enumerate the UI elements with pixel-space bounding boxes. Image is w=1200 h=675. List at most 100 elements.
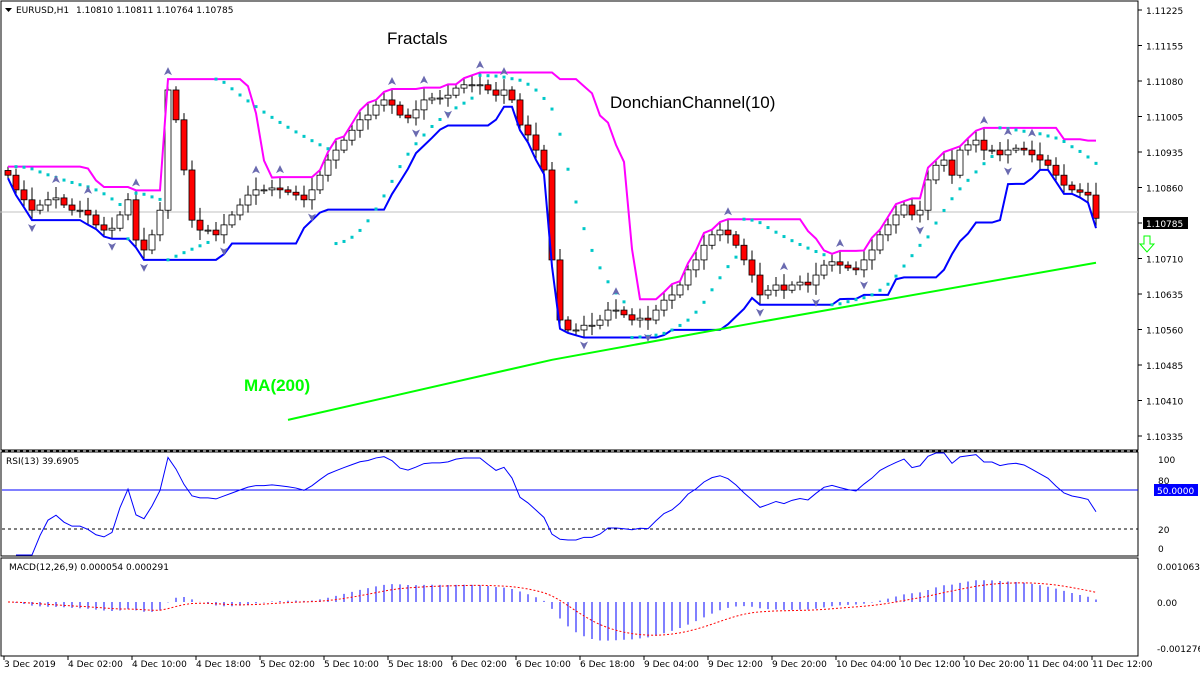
sar-dot: [910, 254, 914, 258]
candle: [484, 79, 492, 95]
rsi-label: RSI(13) 39.6905: [6, 457, 79, 467]
sar-dot: [942, 208, 946, 212]
y-tick-label: 1.11155: [1146, 43, 1183, 53]
candle: [1012, 144, 1020, 154]
candle: [764, 285, 772, 300]
sar-dot: [206, 240, 210, 244]
x-tick-label: 10 Dec 20:00: [964, 660, 1025, 670]
candle: [556, 249, 564, 329]
candle: [348, 123, 356, 146]
donchian-upper-line: [8, 71, 1096, 301]
sar-dot: [542, 96, 546, 100]
candle: [204, 224, 212, 235]
candle: [1052, 157, 1060, 182]
candle: [68, 198, 76, 216]
rsi-line: [16, 452, 1097, 556]
fractal-down-icon: [1004, 167, 1012, 176]
ma200-line: [287, 261, 1097, 421]
y-tick-label: 1.11005: [1146, 114, 1183, 124]
x-tick-label: 9 Dec 12:00: [708, 660, 763, 670]
candle: [180, 113, 188, 176]
fractal-up-icon: [724, 207, 732, 216]
candle: [148, 229, 156, 255]
candle: [916, 200, 924, 223]
candle: [780, 274, 788, 299]
fractal-down-icon: [812, 298, 820, 307]
sar-dot: [518, 78, 522, 82]
sar-dot: [262, 110, 266, 114]
candle: [356, 110, 364, 138]
candle: [188, 160, 196, 228]
sar-dot: [470, 96, 474, 100]
sar-dot: [190, 247, 194, 251]
candle: [644, 305, 652, 330]
candle: [292, 185, 300, 201]
current-price-badge: [1143, 217, 1188, 229]
macd-tick-zero: 0.00: [1157, 599, 1177, 609]
candle: [588, 312, 596, 336]
candle: [692, 250, 700, 278]
x-tick-label: 5 Dec 02:00: [260, 660, 315, 670]
sar-dot: [678, 323, 682, 327]
candle: [796, 275, 804, 291]
sar-dot: [326, 147, 330, 151]
candle: [540, 144, 548, 175]
candle: [948, 149, 956, 184]
sar-dot: [510, 77, 514, 81]
sar-dot: [422, 133, 426, 137]
donchian-annotation: DonchianChannel(10): [610, 93, 775, 112]
sar-dot: [710, 288, 714, 292]
x-tick-label: 10 Dec 04:00: [836, 660, 897, 670]
collapse-triangle-icon[interactable]: [5, 8, 12, 12]
x-tick-label: 10 Dec 12:00: [900, 660, 961, 670]
fractal-down-icon: [860, 281, 868, 290]
y-tick-label: 1.10410: [1146, 398, 1183, 408]
sar-dot: [574, 200, 578, 204]
sar-dot: [702, 300, 706, 304]
fractal-up-icon: [780, 262, 788, 271]
candle: [900, 201, 908, 218]
candle: [324, 152, 332, 182]
candle: [708, 229, 716, 250]
indicator-overlays: [7, 60, 1098, 421]
sar-dot: [974, 170, 978, 174]
candle: [1036, 142, 1044, 170]
candle: [996, 142, 1004, 162]
sar-dot: [342, 239, 346, 243]
fractal-down-icon: [220, 247, 228, 256]
x-tick-label: 5 Dec 18:00: [388, 660, 443, 670]
fractal-down-icon: [108, 242, 116, 251]
candle: [628, 308, 636, 326]
candle: [1068, 181, 1076, 193]
sar-dot: [638, 335, 642, 339]
sar-dot: [134, 191, 138, 195]
candle: [508, 86, 516, 103]
candle: [964, 138, 972, 156]
x-tick-label: 3 Dec 2019: [4, 660, 56, 670]
y-tick-label: 1.10935: [1146, 149, 1183, 159]
fractal-down-icon: [756, 308, 764, 317]
candle: [732, 231, 740, 249]
candle: [1020, 141, 1028, 156]
sar-dot: [110, 197, 114, 201]
sar-dot: [798, 242, 802, 246]
fractal-up-icon: [420, 75, 428, 84]
candle: [20, 180, 28, 208]
candle: [740, 238, 748, 266]
sar-dot: [606, 280, 610, 284]
candle: [932, 160, 940, 185]
candle: [116, 211, 124, 232]
y-tick-label: 1.10560: [1146, 327, 1183, 337]
candle: [564, 316, 572, 334]
candle: [212, 222, 220, 242]
sar-dot: [782, 235, 786, 239]
sar-dot: [694, 310, 698, 314]
sar-dot: [1054, 136, 1058, 140]
fractal-up-icon: [388, 77, 396, 86]
candle: [892, 204, 900, 234]
sar-dot: [494, 74, 498, 78]
candle: [428, 92, 436, 105]
sar-dot: [374, 207, 378, 211]
